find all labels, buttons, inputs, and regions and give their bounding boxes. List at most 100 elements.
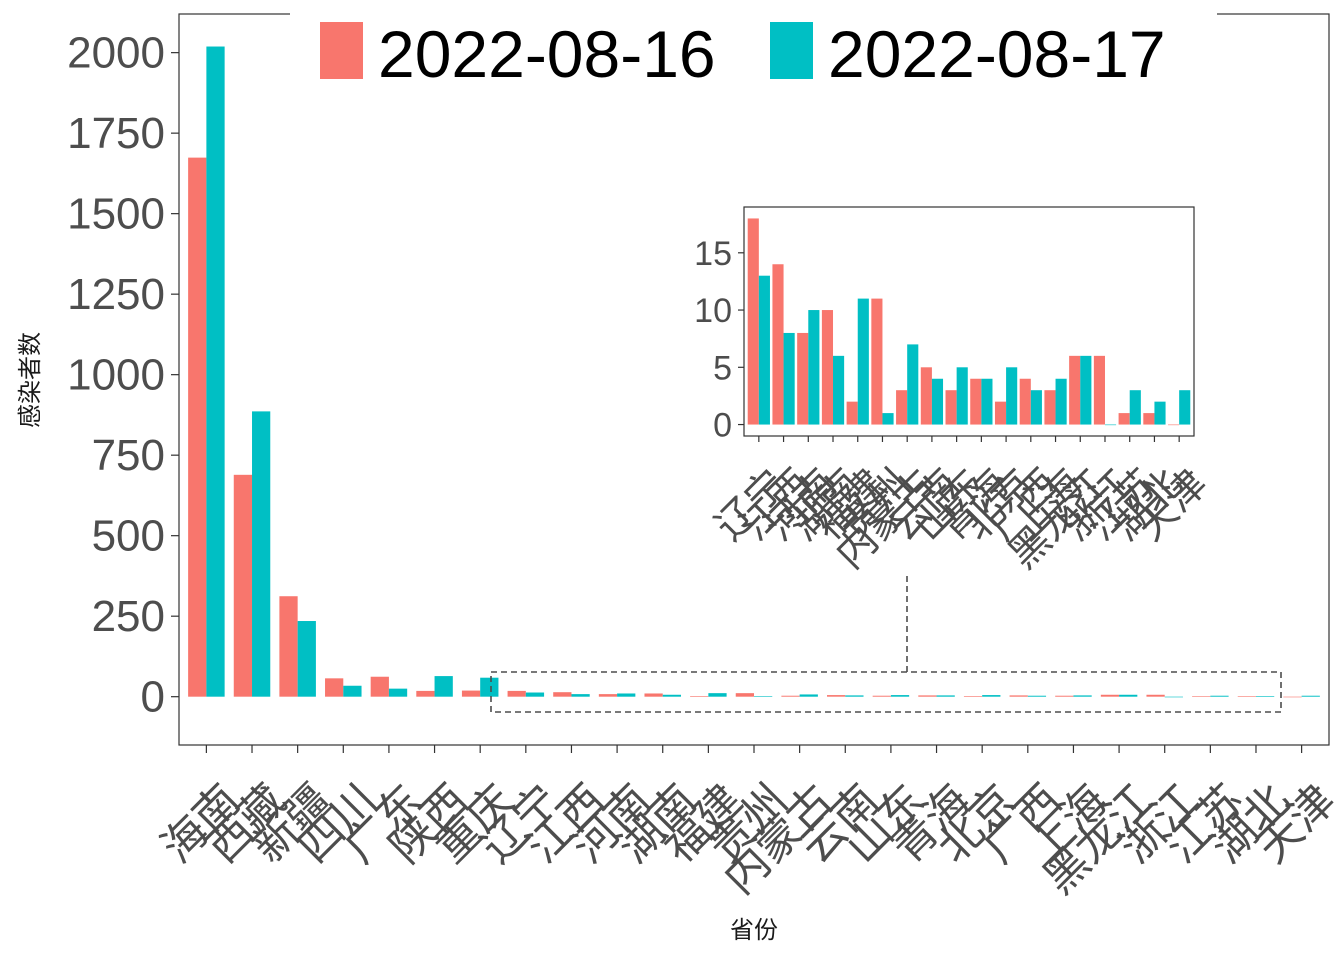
y-tick-label: 0	[141, 673, 165, 722]
main-bars	[188, 46, 1320, 698]
inset-y-tick-label: 10	[694, 292, 732, 330]
bar-s1-14	[827, 695, 846, 697]
legend-key-2	[770, 22, 813, 79]
inset-bar-s1-6	[896, 390, 908, 425]
inset-y-tick-label: 0	[713, 407, 732, 445]
bar-s1-8	[553, 692, 572, 697]
zoom-box	[490, 671, 1282, 713]
bar-s1-21	[1146, 694, 1165, 697]
bar-s1-5	[416, 690, 435, 697]
inset-bar-s1-0	[747, 218, 759, 425]
bar-s1-7	[507, 690, 526, 697]
bar-s2-21	[1164, 696, 1183, 698]
inset-bar-s2-10	[1006, 367, 1018, 425]
bar-s1-13	[781, 695, 800, 697]
bar-s1-11	[690, 696, 709, 697]
y-tick-label: 1750	[67, 109, 165, 158]
bar-s2-2	[297, 621, 316, 697]
bar-s1-10	[644, 693, 663, 697]
inset-bar-s2-13	[1080, 355, 1092, 425]
inset-bar-s2-17	[1179, 390, 1191, 425]
bar-s2-4	[388, 688, 408, 697]
bar-s1-6	[461, 690, 481, 697]
inset-bar-s2-8	[956, 367, 968, 425]
bar-s2-18	[1027, 695, 1047, 697]
legend-key-1	[320, 22, 363, 79]
bar-s1-12	[735, 693, 754, 697]
bar-s2-10	[662, 694, 681, 697]
inset-bar-s1-12	[1044, 390, 1056, 425]
inset-bar-s1-9	[970, 378, 982, 425]
inset-chart: 辽宁江西河南湖南福建贵州内蒙古云南山东青海北京广西上海黑龙江浙江江苏湖北天津05…	[694, 206, 1216, 578]
inset-bar-s1-14	[1093, 355, 1105, 425]
bar-s2-24	[1301, 695, 1320, 697]
bar-s2-11	[708, 693, 727, 697]
bar-s2-1	[252, 411, 271, 697]
inset-bar-s2-4	[857, 298, 869, 425]
bar-s1-20	[1100, 694, 1120, 697]
x-axis-title: 省份	[730, 916, 778, 944]
inset-bar-s2-9	[981, 378, 993, 425]
bar-s2-19	[1073, 695, 1092, 697]
bar-s1-22	[1192, 696, 1211, 697]
bar-s2-17	[982, 695, 1001, 697]
inset-bar-s1-4	[846, 401, 858, 425]
legend: 2022-08-16 2022-08-17	[290, 2, 1217, 98]
inset-bar-s1-3	[821, 310, 834, 425]
bar-s2-0	[206, 46, 225, 697]
legend-label-2: 2022-08-17	[828, 17, 1166, 91]
inset-bar-s1-7	[920, 367, 932, 425]
y-tick-label: 500	[92, 512, 165, 561]
main-y-axis: 0 250 500 750 1000 1250 1500 1750 2000	[67, 29, 179, 722]
bar-s1-3	[325, 678, 344, 697]
bar-s1-15	[872, 695, 891, 697]
bar-s1-2	[279, 596, 298, 697]
y-tick-label: 1000	[67, 351, 165, 400]
bar-s2-12	[754, 696, 773, 697]
bar-s2-13	[799, 694, 818, 697]
bar-s2-14	[845, 695, 864, 697]
inset-bar-s1-5	[871, 298, 883, 425]
inset-bar-s2-0	[758, 275, 770, 425]
bar-s1-18	[1009, 695, 1028, 697]
bar-s1-16	[918, 695, 937, 697]
bar-s1-24	[1283, 696, 1302, 698]
y-tick-label: 2000	[67, 29, 165, 78]
inset-bar-s1-11	[1019, 378, 1031, 425]
inset-bar-s2-2	[808, 310, 820, 425]
bar-s2-20	[1119, 694, 1138, 697]
zoom-indicator	[490, 576, 1282, 713]
legend-background	[290, 2, 1217, 98]
bar-s1-0	[188, 157, 207, 697]
y-tick-label: 1500	[67, 190, 165, 239]
y-tick-label: 750	[92, 431, 165, 480]
inset-bar-s2-1	[783, 332, 795, 425]
y-tick-label: 250	[92, 592, 165, 641]
bar-s2-23	[1255, 696, 1275, 697]
inset-bar-s2-11	[1030, 390, 1042, 425]
inset-bar-s1-10	[994, 401, 1007, 425]
inset-bar-s2-3	[833, 355, 845, 425]
bar-s2-5	[434, 676, 453, 697]
bar-s2-6	[480, 677, 499, 697]
bar-s2-16	[936, 695, 955, 697]
inset-bar-s1-17	[1168, 424, 1180, 426]
bar-s2-9	[617, 693, 636, 697]
inset-bar-s1-16	[1143, 413, 1155, 425]
inset-bar-s2-15	[1129, 390, 1141, 425]
bar-s2-7	[525, 692, 545, 697]
bar-s1-1	[233, 474, 253, 697]
inset-bar-s1-1	[772, 264, 784, 425]
inset-bar-s2-16	[1154, 401, 1166, 425]
inset-bar-s1-15	[1118, 413, 1130, 425]
inset-bar-s2-6	[907, 344, 919, 425]
bar-s1-23	[1237, 696, 1256, 697]
inset-y-tick-label: 15	[694, 235, 732, 273]
inset-bar-s1-13	[1069, 355, 1081, 425]
inset-bar-s2-14	[1104, 424, 1117, 426]
y-axis-title: 感染者数	[16, 332, 44, 428]
inset-y-tick-label: 5	[713, 349, 732, 387]
inset-bar-s1-8	[945, 390, 957, 425]
bar-s1-19	[1055, 695, 1074, 697]
